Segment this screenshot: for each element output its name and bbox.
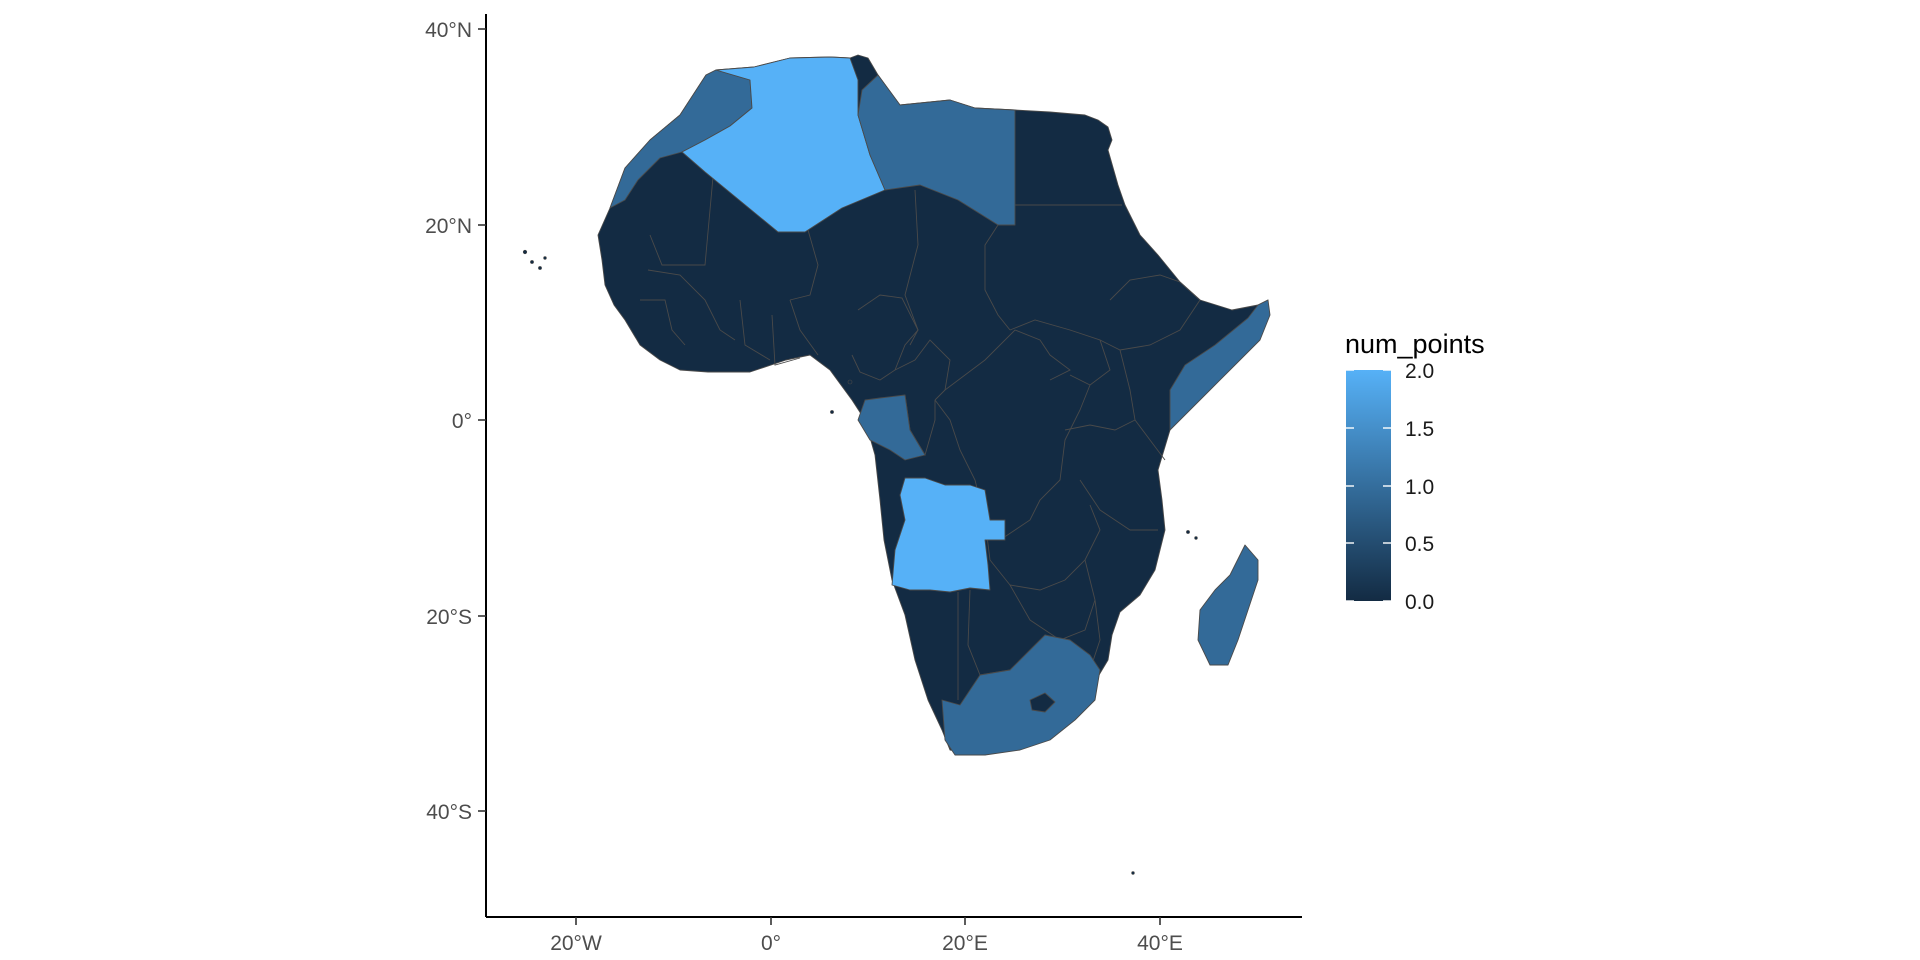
border-west-africa-1 [647,269,736,341]
border-west-africa-5 [640,299,686,346]
x-tick-label-20w: 20°W [550,932,602,955]
border-uganda-tanzania [1064,419,1136,431]
island-cape-verde-4 [543,256,547,260]
border-zambia [984,504,1101,591]
island-prince-edward [1131,871,1135,875]
legend: num_points 2.0 1.5 1.0 0.5 0.0 [1345,329,1485,614]
border-car [944,329,1071,391]
islands [522,249,1198,875]
border-ethiopia [1099,274,1201,351]
border-west-africa-4 [789,299,819,356]
country-gabon [857,394,926,461]
country-south-africa [941,634,1101,756]
legend-label-0-5: 0.5 [1405,533,1434,556]
border-mali-niger [789,229,819,301]
island-bioko [847,379,853,385]
x-tick-label-20e: 20°E [942,932,988,955]
country-lesotho [1029,692,1056,713]
border-tanzania-south [1079,479,1158,531]
border-malawi-moz [1084,559,1101,671]
country-angola [891,477,1006,593]
border-mauritania-mali [649,154,716,266]
x-tick-label-40e: 40°E [1137,932,1183,955]
island-comoros-1 [1186,530,1190,534]
y-tick-label-40n: 40°N [425,19,472,42]
legend-label-1-5: 1.5 [1405,418,1434,441]
x-tick-label-0: 0° [761,932,781,955]
border-west-africa-2 [739,299,771,361]
legend-label-0: 0.0 [1405,591,1434,614]
country-borders [640,154,1201,700]
island-cape-verde-2 [530,260,534,264]
y-tick-label-0: 0° [452,410,472,433]
island-cape-verde-3 [538,266,542,270]
country-madagascar [1197,544,1259,666]
border-drc [934,384,1091,541]
legend-label-1: 1.0 [1405,476,1434,499]
border-nigeria [851,294,919,381]
border-cameroon [894,339,951,401]
border-chad-sudan [984,224,1011,331]
country-somalia [1169,299,1271,431]
island-sao-tome [830,410,834,414]
border-west-africa-3 [771,314,801,366]
y-tick-label-20n: 20°N [425,215,472,238]
legend-label-2: 2.0 [1405,360,1434,383]
country-algeria [681,56,886,233]
y-tick-label-40s: 40°S [426,801,472,824]
island-cape-verde-1 [522,249,528,255]
island-comoros-2 [1194,536,1198,540]
country-libya [857,74,1016,226]
border-niger-chad [904,189,919,346]
legend-title: num_points [1345,329,1485,359]
y-tick-label-20s: 20°S [426,606,472,629]
